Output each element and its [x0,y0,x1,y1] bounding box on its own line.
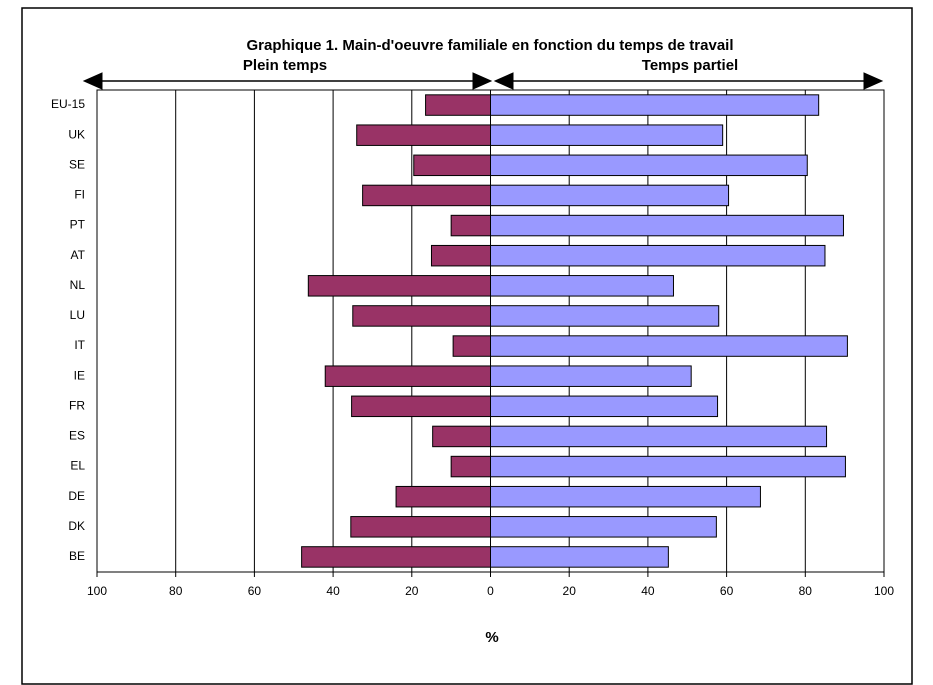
bar [490,546,669,568]
x-tick-label: 60 [248,584,262,598]
bar [356,124,491,146]
bar [490,94,820,116]
x-tick-label: 40 [326,584,340,598]
bar [413,154,491,177]
bar [490,485,761,508]
x-tick-label: 100 [87,584,107,598]
y-tick-label: LU [70,308,85,322]
x-tick-label: 100 [874,584,894,598]
y-tick-label: IE [74,368,85,382]
x-tick-label: 20 [405,584,419,598]
x-tick-label: 80 [169,584,183,598]
y-tick-label: AT [71,248,86,262]
y-tick-label: ES [69,429,85,443]
bar [425,94,492,116]
bar [450,214,491,237]
y-tick-label: EU-15 [51,97,85,111]
bar [324,365,492,387]
bar [301,546,491,568]
legend-right: Temps partiel [642,57,738,74]
x-axis-label: % [485,629,498,646]
y-tick-label: PT [70,218,86,232]
x-tick-label: 0 [487,584,494,598]
bar [351,395,492,418]
bar [350,516,491,538]
bar [490,305,720,327]
y-tick-label: SE [69,157,85,171]
y-tick-label: UK [68,127,85,141]
y-tick-label: NL [70,278,86,292]
x-tick-label: 80 [799,584,813,598]
bar [430,244,492,267]
x-tick-label: 60 [720,584,734,598]
bar [490,124,724,146]
bar [490,154,808,177]
y-tick-label: DE [68,489,85,503]
y-tick-label: FI [74,188,85,202]
y-tick-label: EL [70,459,85,473]
bar [490,395,719,418]
bar [452,335,491,357]
bar [490,214,844,237]
y-tick-label: IT [74,338,85,352]
bar [490,365,692,387]
legend-left: Plein temps [243,57,327,74]
bar [490,516,717,538]
bar [490,335,848,357]
bar [432,425,491,448]
bar [490,244,826,267]
bar [490,275,674,297]
bar [490,455,846,478]
bar [307,275,492,297]
y-tick-label: FR [69,398,85,412]
y-tick-label: DK [68,519,85,533]
chart-title: Graphique 1. Main-d'oeuvre familiale en … [247,37,734,54]
x-tick-label: 40 [641,584,655,598]
bar [395,485,491,508]
bar [362,184,491,207]
y-tick-label: BE [69,549,85,563]
arrows [82,72,884,90]
bar [450,455,491,478]
x-tick-label: 20 [563,584,577,598]
bar [490,184,730,207]
bar [490,425,828,448]
bar [352,305,491,327]
